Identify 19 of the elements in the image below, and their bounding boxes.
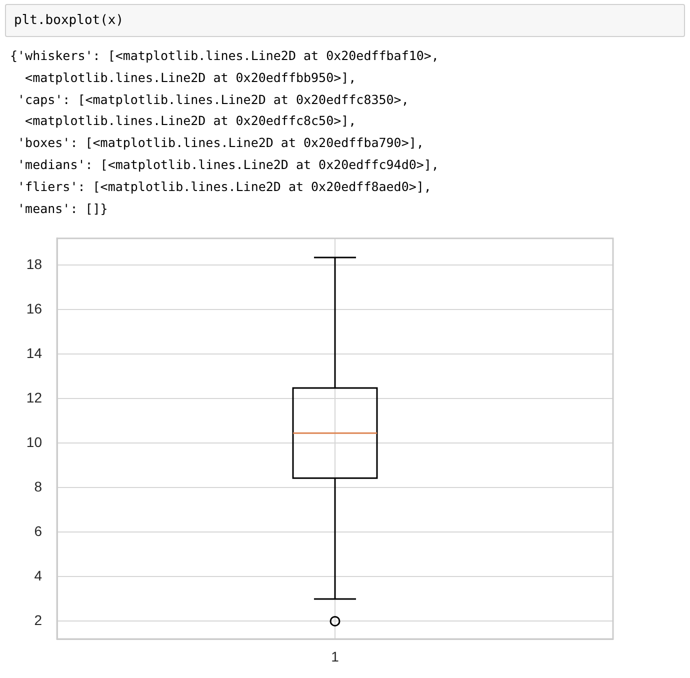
y-tick-label: 2 <box>34 612 42 628</box>
text: 'caps': [<matplotlib.lines.Line2D at 0x20edffc8350>, <box>18 92 409 107</box>
text: 'medians': [<matplotlib.lines.Line2D at 0x20edffc94d0>], <box>18 156 439 172</box>
text: {'whiskers': [<matplotlib.lines.Line2D at 0x20edffbaf10>, <box>10 48 439 63</box>
text: plt.boxplot(x) <box>5 4 685 37</box>
y-tick-label: 16 <box>26 300 42 316</box>
y-tick-label: 6 <box>34 523 42 540</box>
y-tick-label: 18 <box>26 256 42 272</box>
y-tick-label: 10 <box>26 434 42 450</box>
text: 'means': []} <box>18 200 108 216</box>
text: <matplotlib.lines.Line2D at 0x20edffc8c50>], <box>25 113 356 128</box>
y-tick-label: 4 <box>34 568 42 584</box>
y-tick-label: 12 <box>26 390 42 406</box>
text: 'boxes': [<matplotlib.lines.Line2D at 0x20edffba790>], <box>18 135 424 150</box>
y-tick-label: 14 <box>26 344 42 361</box>
x-tick-label: 1 <box>331 648 340 664</box>
text: 'fliers': [<matplotlib.lines.Line2D at 0x20edff8aed0>], <box>18 178 432 194</box>
text: <matplotlib.lines.Line2D at 0x20edffbb950>], <box>25 70 356 85</box>
y-tick-label: 8 <box>34 478 42 495</box>
